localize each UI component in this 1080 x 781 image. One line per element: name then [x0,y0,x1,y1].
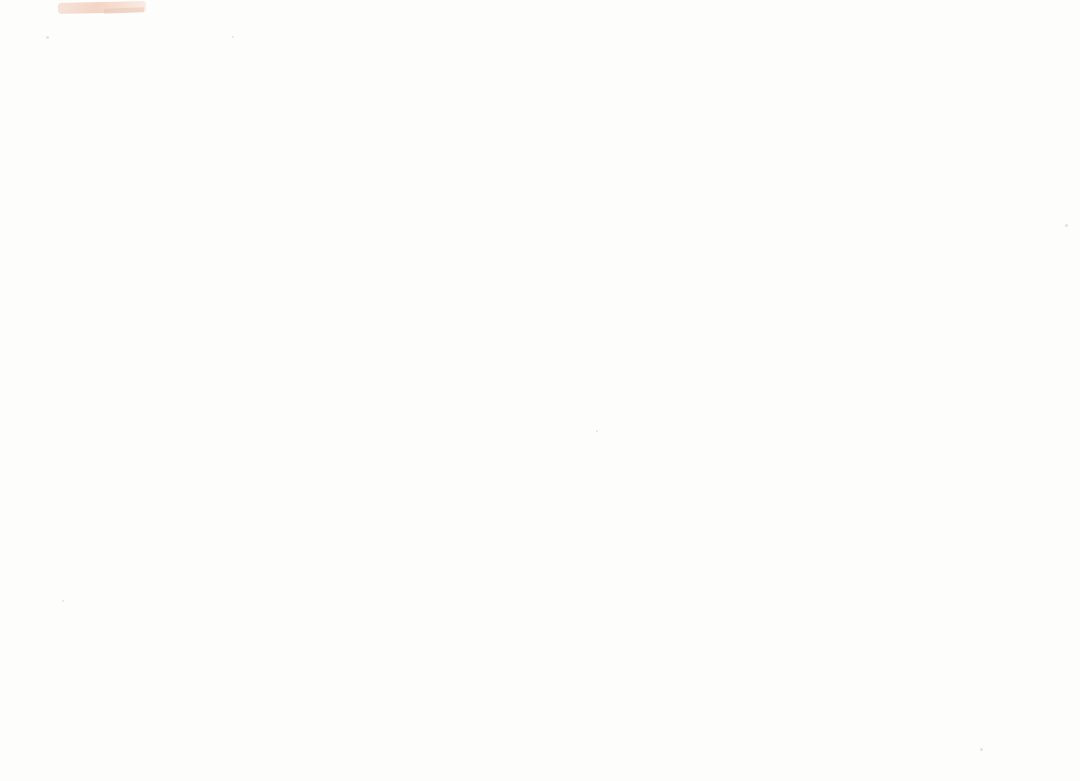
scan-speck [232,36,234,38]
scan-artifact-smudge-secondary [103,7,145,14]
scan-speck [62,600,64,602]
scan-speck [1065,224,1068,227]
scan-speck [596,430,598,432]
scan-speck [980,748,983,751]
scan-speck [46,36,49,39]
